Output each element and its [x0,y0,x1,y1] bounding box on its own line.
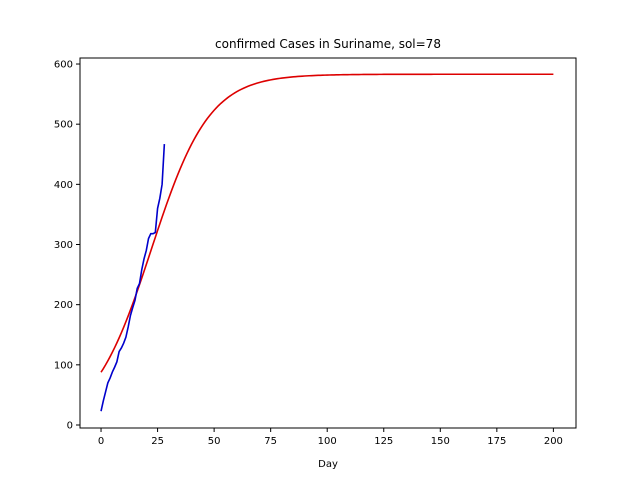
y-tick-label: 0 [67,420,73,431]
series-group [100,73,554,412]
x-tick-label: 25 [151,436,164,447]
y-tick-label: 400 [54,180,73,191]
x-axis-label: Day [318,459,338,470]
plot-frame [79,57,577,429]
x-tick-label: 150 [431,436,450,447]
y-ticks: 0 100 200 300 400 500 600 [54,60,80,431]
observed-cases-line [100,143,166,412]
y-tick-label: 600 [54,60,73,71]
x-tick-label: 50 [208,436,221,447]
x-ticks: 0 25 50 75 100 125 150 175 200 [98,428,563,447]
x-tick-label: 75 [264,436,277,447]
fit-curve-line [100,73,554,373]
y-tick-label: 200 [54,300,73,311]
y-tick-label: 100 [54,360,73,371]
y-tick-label: 300 [54,240,73,251]
chart-title: confirmed Cases in Suriname, sol=78 [215,37,441,51]
y-tick-label: 500 [54,120,73,131]
x-tick-label: 125 [374,436,393,447]
x-tick-label: 175 [487,436,506,447]
x-tick-label: 200 [544,436,563,447]
x-tick-label: 100 [318,436,337,447]
x-tick-label: 0 [98,436,104,447]
